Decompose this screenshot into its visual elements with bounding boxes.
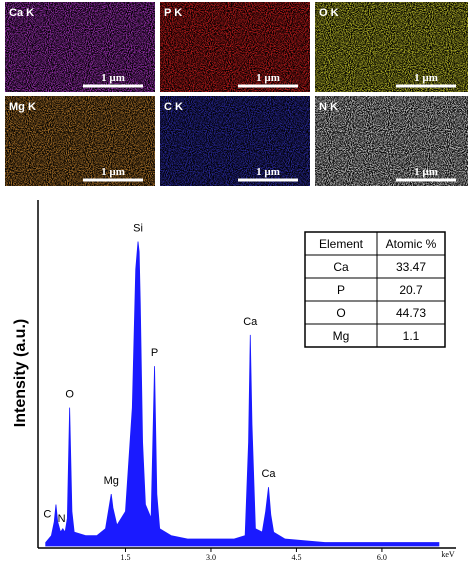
map-label: N K [319, 101, 338, 113]
scale-bar-label: 1 µm [414, 166, 438, 178]
map-tile: C K 1 µm [160, 96, 310, 186]
peak-label: Ca [243, 316, 258, 328]
map-label: Ca K [9, 7, 34, 19]
y-axis-label: Intensity (a.u.) [12, 319, 29, 427]
map-tile: N K 1 µm [315, 96, 468, 186]
map-tile: P K 1 µm [160, 2, 310, 92]
peak-label: P [151, 347, 158, 359]
scale-bar-label: 1 µm [101, 166, 125, 178]
map-tile: Mg K 1 µm [5, 96, 155, 186]
peak-label: O [65, 389, 74, 401]
scale-bar-label: 1 µm [256, 72, 280, 84]
table-cell: 33.47 [396, 260, 426, 274]
composition-table: Element Atomic % Ca 33.47 P 20.7 O 44.73 Mg 1.1 [304, 231, 446, 348]
table-cell: 44.73 [396, 306, 426, 320]
x-tick-label: 3.0 [206, 553, 216, 562]
map-signal [160, 96, 310, 186]
map-label: Mg K [9, 101, 36, 113]
table-cell: 20.7 [399, 283, 423, 297]
x-tick-label: 4.5 [291, 553, 301, 562]
table-cell: O [336, 306, 345, 320]
map-signal [315, 96, 468, 186]
table-header: Atomic % [386, 237, 437, 251]
map-signal [315, 2, 468, 92]
scale-bar-label: 1 µm [101, 72, 125, 84]
table-cell: Ca [333, 260, 349, 274]
x-unit-label: keV [441, 550, 455, 559]
x-tick-label: 6.0 [377, 553, 387, 562]
x-tick-label: 1.5 [120, 553, 130, 562]
peak-label: N [58, 513, 66, 525]
scale-bar-label: 1 µm [414, 72, 438, 84]
table-cell: 1.1 [403, 329, 420, 343]
map-tile: Ca K 1 µm [5, 2, 155, 92]
spectrum-area [45, 241, 440, 547]
peak-label: Si [133, 223, 143, 235]
map-signal [5, 96, 155, 186]
map-tile: O K 1 µm [315, 2, 468, 92]
table-header: Element [319, 237, 364, 251]
scale-bar-label: 1 µm [256, 166, 280, 178]
table-border [304, 231, 446, 348]
map-label: P K [164, 7, 182, 19]
map-label: C K [164, 101, 183, 113]
map-label: O K [319, 7, 339, 19]
table-cell: Mg [333, 329, 350, 343]
table-cell: P [337, 283, 345, 297]
map-signal [5, 2, 155, 92]
peak-label: C [43, 509, 51, 521]
peak-label: Mg [104, 475, 119, 487]
peak-label: Ca [261, 468, 276, 480]
map-signal [160, 2, 310, 92]
